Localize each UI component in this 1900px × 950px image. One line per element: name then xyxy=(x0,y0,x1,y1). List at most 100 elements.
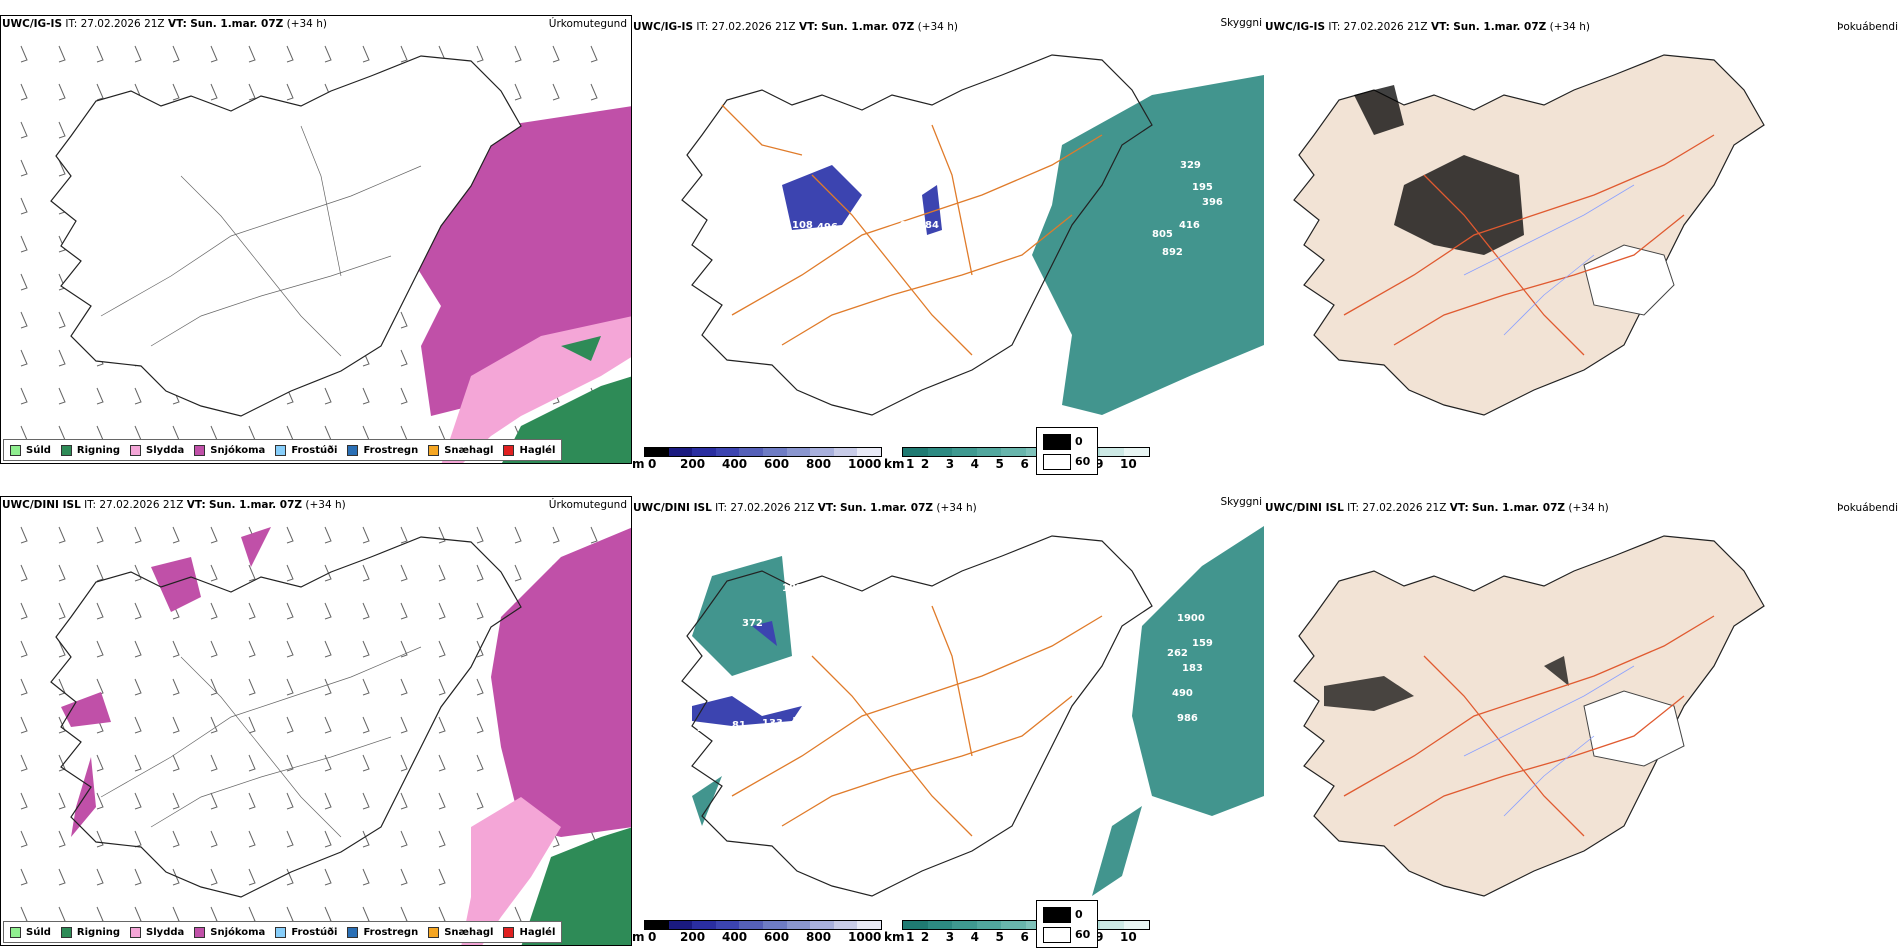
precip-type-panel-row2: UWC/DINI ISL IT: 27.02.2026 21Z VT: Sun.… xyxy=(0,496,632,946)
colorbar-segment xyxy=(810,921,834,929)
fog-dense xyxy=(1324,656,1569,711)
colorbar-segment xyxy=(1001,921,1026,929)
legend-label: Haglél xyxy=(519,926,556,938)
glacier xyxy=(1583,244,1675,316)
rivers xyxy=(1463,665,1635,817)
legend-item: Frostúði xyxy=(275,926,337,938)
legend-swatch xyxy=(10,926,21,938)
colorbar-segment xyxy=(1124,921,1149,929)
ceiling-value-label: 108 xyxy=(792,220,813,231)
colorbar-segment xyxy=(1099,448,1125,456)
colorbar-tick: 3 xyxy=(945,930,955,944)
colorbar-segment xyxy=(762,921,787,929)
legend-item: Haglél xyxy=(503,444,556,456)
legend-swatch xyxy=(347,926,359,938)
legend-swatch xyxy=(503,926,515,938)
colorbar-segment xyxy=(976,448,1002,456)
legend-swatch xyxy=(275,926,287,938)
legend-label: Haglél xyxy=(519,444,556,456)
roads xyxy=(100,646,422,838)
rivers xyxy=(1463,184,1635,336)
visibility-colorbar: km 12345678910 xyxy=(884,920,1154,948)
colorbar-tick: 6 xyxy=(1020,457,1029,471)
legend-label: Súld xyxy=(26,444,51,456)
colorbar-tick: 10 xyxy=(1120,457,1137,471)
colorbar-segment xyxy=(1124,448,1149,456)
colorbar-tick: 400 xyxy=(722,457,748,471)
colorbar-tick: 1000 xyxy=(848,457,882,471)
legend-swatch xyxy=(428,926,440,938)
legend-label: Slydda xyxy=(146,444,185,456)
precip-type-panel-row1: UWC/IG-IS IT: 27.02.2026 21Z VT: Sun. 1.… xyxy=(0,15,632,464)
ceiling-value-label: 81 xyxy=(732,720,746,731)
iceland-land xyxy=(1293,535,1765,897)
colorbar-segment xyxy=(976,921,1002,929)
ceiling-value-label: 805 xyxy=(1152,229,1173,240)
ceiling-value-label: 490 xyxy=(1172,688,1193,699)
legend-item: Snjókoma xyxy=(194,444,266,456)
legend-item: Frostregn xyxy=(347,444,418,456)
colorbar-tick: 1 xyxy=(906,930,915,944)
fog-map xyxy=(1293,54,1765,416)
colorbar-tick: 10 xyxy=(1120,930,1137,944)
legend-item: Rigning xyxy=(60,926,120,938)
colorbar-segment xyxy=(927,448,953,456)
ceiling-value-label: 1900 xyxy=(1177,613,1205,624)
ceiling-value-label: 416 xyxy=(1179,220,1200,231)
colorbar-segment xyxy=(857,921,881,929)
panel-title: Skyggni xyxy=(1220,17,1263,29)
legend-item: Slydda xyxy=(130,926,184,938)
roads xyxy=(731,605,1103,837)
fog-map xyxy=(1293,535,1765,897)
legend-item: Haglél xyxy=(503,926,556,938)
colorbar-tick: 200 xyxy=(680,457,706,471)
ceiling-value-label: 396 xyxy=(1202,197,1223,208)
colorbar-segment xyxy=(903,921,928,929)
legend-swatch xyxy=(10,444,21,456)
legend-swatch xyxy=(275,444,287,456)
legend-item: Slydda xyxy=(130,444,185,456)
precip-map xyxy=(20,45,631,463)
iceland-outline xyxy=(50,536,522,898)
colorbar-segment xyxy=(645,448,669,456)
colorbar-segment xyxy=(786,921,811,929)
visibility-area xyxy=(692,526,1264,896)
legend-label: Snjókoma xyxy=(210,444,266,456)
colorbar-tick: 800 xyxy=(806,930,832,944)
ceiling-value-label: 133 xyxy=(762,718,783,729)
legend-item: Snæhagl xyxy=(428,926,494,938)
legend-label: Snæhagl xyxy=(444,926,494,938)
colorbar-segment xyxy=(692,921,716,929)
colorbar-segment xyxy=(833,921,858,929)
legend-swatch xyxy=(194,444,206,456)
legend-item: Frostúði xyxy=(275,444,337,456)
legend-label: Rigning xyxy=(76,444,121,456)
roads xyxy=(1343,134,1715,356)
colorbar-segment xyxy=(762,448,787,456)
ceiling-value-label: 986 xyxy=(1177,713,1198,724)
panel-header: UWC/DINI ISL IT: 27.02.2026 21Z VT: Sun.… xyxy=(633,502,977,514)
ceiling-value-label: 116 xyxy=(792,716,813,727)
ceiling-colorbar: m 0 200 400 600 800 1000 xyxy=(632,920,882,948)
colorbar-tick: 600 xyxy=(764,930,790,944)
legend-label: Frostregn xyxy=(363,926,419,938)
fog-panel-row2: UWC/DINI ISL IT: 27.02.2026 21Z VT: Sun.… xyxy=(1264,496,1900,950)
colorbar-segment xyxy=(739,921,763,929)
panel-header: UWC/DINI ISL IT: 27.02.2026 21Z VT: Sun.… xyxy=(2,499,346,511)
colorbar-segment xyxy=(833,448,858,456)
fog-legend: 0 60 xyxy=(1036,427,1098,475)
colorbar-tick: 4 xyxy=(970,457,980,471)
legend-label: Súld xyxy=(26,926,51,938)
ceiling-colorbar: m 0 200 400 600 800 1000 xyxy=(632,447,882,475)
colorbar-segment xyxy=(715,921,740,929)
legend-item: Súld xyxy=(10,926,51,938)
panel-title: Úrkomutegund xyxy=(548,499,627,511)
ceiling-value-label: 329 xyxy=(1180,160,1201,171)
colorbar-tick: 9 xyxy=(1095,457,1104,471)
precip-type-legend: Súld Rigning Slydda Snjókoma Frostúði Frostre… xyxy=(3,921,563,943)
legend-swatch xyxy=(503,444,515,456)
legend-swatch xyxy=(60,444,72,456)
ceiling-value-label: 183 xyxy=(1182,663,1203,674)
colorbar-segment xyxy=(1001,448,1026,456)
panel-title: Úrkomutegund xyxy=(548,18,627,30)
